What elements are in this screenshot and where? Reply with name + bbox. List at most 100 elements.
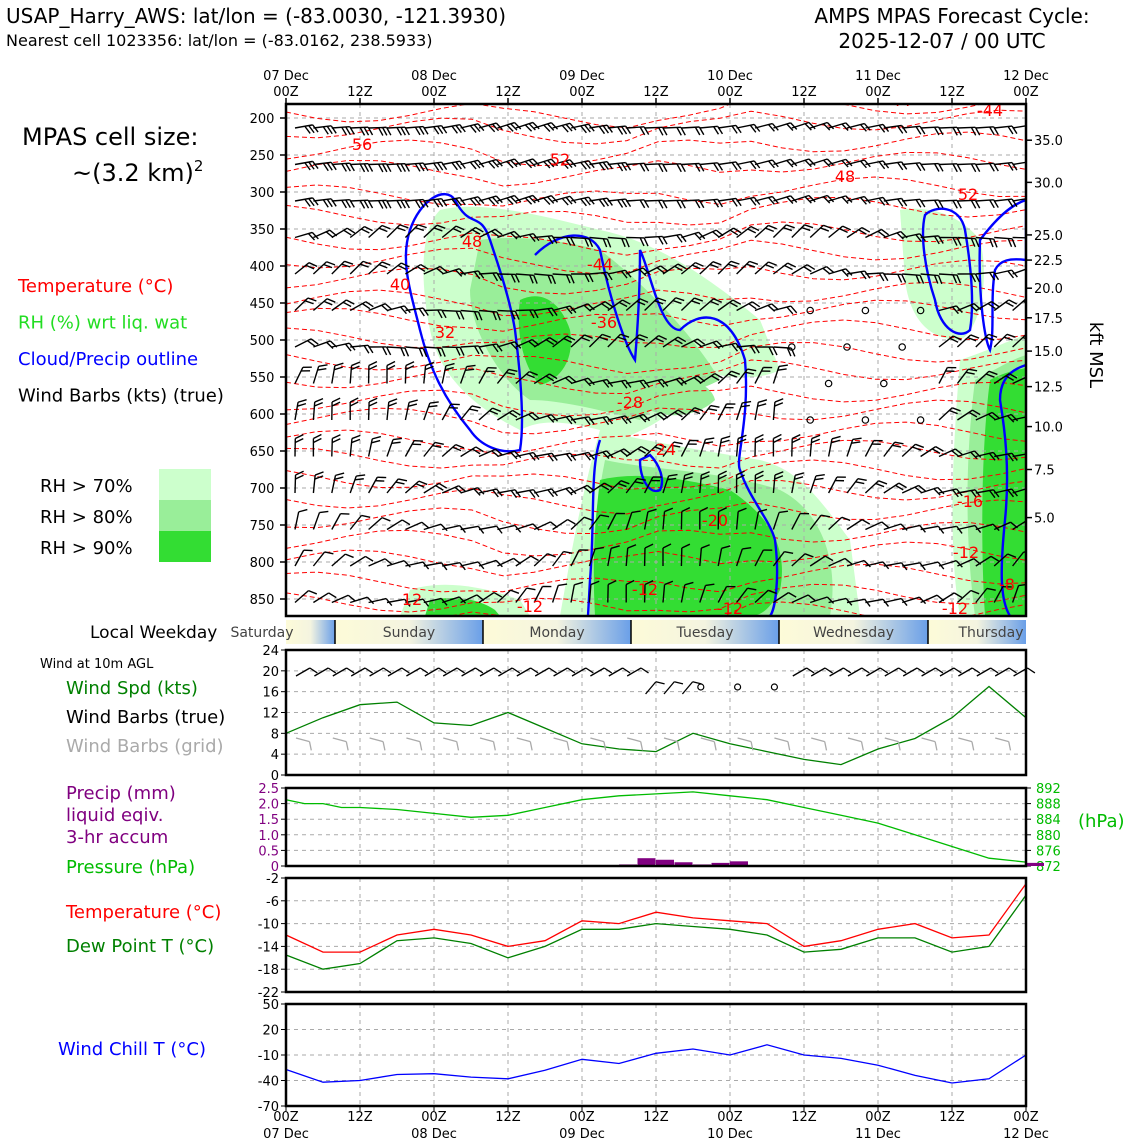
barb-feather xyxy=(493,667,502,674)
barb-shaft xyxy=(718,161,737,166)
barb-feather xyxy=(438,667,447,674)
barb-feather xyxy=(768,224,777,230)
barb-feather xyxy=(495,159,503,167)
barb-shaft xyxy=(717,548,723,567)
barb-feather xyxy=(773,433,782,440)
barb-feather xyxy=(351,361,361,367)
wind-barb xyxy=(681,338,706,348)
barb-feather xyxy=(861,667,870,674)
barb-feather xyxy=(954,448,963,456)
barb-feather xyxy=(585,667,594,674)
kft-tick-label: 5.0 xyxy=(1034,512,1055,527)
barb-feather xyxy=(841,123,849,132)
barb-feather xyxy=(381,224,391,230)
barb-feather xyxy=(1030,161,1035,170)
barb-feather xyxy=(972,409,981,416)
barb-shaft xyxy=(552,551,564,567)
barb-shaft xyxy=(607,198,626,202)
barb-feather xyxy=(526,587,536,591)
barb-shaft xyxy=(847,737,862,743)
cell-size-value: ~(3.2 km)2 xyxy=(72,157,203,187)
wind-barb xyxy=(754,549,773,567)
barb-feather xyxy=(542,585,552,588)
wind-barb xyxy=(680,507,691,530)
barb-feather xyxy=(698,231,706,240)
precip-legend-entry: Pressure (hPa) xyxy=(66,857,195,878)
wind-barb xyxy=(294,160,319,171)
barb-shaft xyxy=(644,443,659,458)
barb-feather xyxy=(836,476,846,478)
barb-feather xyxy=(569,122,577,131)
barb-shaft xyxy=(1012,452,1026,458)
barb-shaft xyxy=(497,450,515,458)
wind-barb xyxy=(478,525,503,534)
barb-feather xyxy=(473,345,480,355)
barb-shaft xyxy=(644,335,660,348)
wind-barb xyxy=(497,158,522,169)
surface-barb-grid xyxy=(590,737,607,751)
wind-barb xyxy=(993,553,1017,567)
bottom-hour-label: 00Z xyxy=(569,1110,595,1125)
wind-barb xyxy=(589,197,613,208)
barb-feather xyxy=(606,416,614,425)
wind-barb xyxy=(570,549,589,567)
barb-feather xyxy=(343,229,352,236)
barb-shaft xyxy=(902,273,921,277)
wind-barb xyxy=(570,196,595,207)
barb-feather xyxy=(708,408,718,412)
barb-shaft xyxy=(552,122,571,129)
barb-feather xyxy=(422,598,430,607)
barb-shaft xyxy=(349,301,367,312)
wind-barb xyxy=(607,545,620,567)
barb-shaft xyxy=(791,194,810,202)
barb-feather xyxy=(916,667,925,674)
surface-barb-true xyxy=(406,667,429,677)
barb-feather xyxy=(569,452,577,461)
barb-feather xyxy=(488,124,496,133)
wind-barb xyxy=(570,377,595,387)
barb-shaft xyxy=(590,667,605,677)
surface-barb-true xyxy=(295,667,318,677)
wind-barb xyxy=(478,591,503,604)
wind-barb xyxy=(809,265,834,275)
wind-barb xyxy=(809,434,821,457)
barb-feather xyxy=(435,484,444,491)
barb-feather xyxy=(297,402,307,407)
barb-shaft xyxy=(1011,585,1020,603)
temperature-label: -44 xyxy=(977,101,1003,120)
barb-feather xyxy=(530,555,539,562)
barb-feather xyxy=(330,198,337,207)
barb-feather xyxy=(475,667,484,674)
wind-barb xyxy=(405,307,429,317)
barb-feather xyxy=(418,347,424,357)
wind-barb xyxy=(864,439,883,457)
wind-barb xyxy=(442,124,466,134)
barb-feather xyxy=(377,127,384,136)
barb-feather xyxy=(945,370,955,372)
barb-feather xyxy=(951,450,960,457)
temperature-label: -8 xyxy=(999,575,1015,594)
barb-feather xyxy=(677,336,687,343)
bottom-hour-label: 00Z xyxy=(421,1110,447,1125)
barb-feather xyxy=(441,309,447,319)
rh-legend-swatch xyxy=(159,531,211,562)
barb-shaft xyxy=(809,514,822,530)
barb-shaft xyxy=(920,486,938,494)
barb-feather xyxy=(624,379,632,388)
y2-tick-label: 872 xyxy=(1036,860,1061,875)
barb-feather xyxy=(949,409,958,415)
barb-shaft xyxy=(442,124,461,129)
barb-feather xyxy=(456,667,465,674)
wind-barb xyxy=(441,268,467,277)
barb-feather xyxy=(897,741,901,751)
barb-feather xyxy=(433,126,440,135)
surface-barb-true xyxy=(608,667,631,677)
barb-feather xyxy=(475,226,484,233)
barb-feather xyxy=(956,274,962,284)
wind-barb xyxy=(331,299,355,312)
barb-feather xyxy=(318,364,328,367)
barb-feather xyxy=(351,434,361,440)
barb-feather xyxy=(656,413,665,421)
barb-feather xyxy=(341,199,347,209)
barb-feather xyxy=(731,198,738,207)
